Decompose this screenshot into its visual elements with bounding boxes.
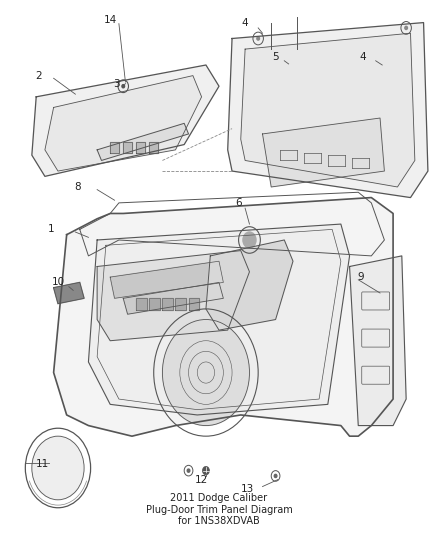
Polygon shape: [206, 240, 293, 330]
Polygon shape: [110, 142, 119, 152]
Polygon shape: [162, 298, 173, 310]
Circle shape: [405, 26, 407, 29]
Polygon shape: [350, 256, 406, 425]
Polygon shape: [262, 118, 385, 187]
Text: 3: 3: [113, 78, 120, 88]
Polygon shape: [149, 142, 158, 152]
Circle shape: [162, 319, 250, 425]
Polygon shape: [188, 298, 199, 310]
Text: 12: 12: [195, 475, 208, 484]
Text: 6: 6: [235, 198, 242, 208]
Circle shape: [202, 466, 209, 475]
Polygon shape: [88, 224, 350, 415]
Text: 2: 2: [35, 70, 42, 80]
Polygon shape: [241, 33, 415, 187]
Circle shape: [187, 469, 190, 472]
Text: 11: 11: [36, 459, 49, 469]
Polygon shape: [123, 282, 223, 314]
Polygon shape: [228, 22, 428, 198]
Circle shape: [243, 232, 256, 248]
Text: 9: 9: [357, 272, 364, 282]
Text: 4: 4: [242, 18, 248, 28]
Circle shape: [122, 85, 124, 88]
Polygon shape: [45, 76, 201, 171]
Circle shape: [274, 474, 277, 478]
Polygon shape: [32, 65, 219, 176]
Circle shape: [257, 37, 259, 40]
Text: 14: 14: [103, 15, 117, 25]
Polygon shape: [123, 142, 132, 152]
Polygon shape: [53, 198, 393, 436]
Polygon shape: [136, 298, 147, 310]
Polygon shape: [176, 298, 186, 310]
Text: 8: 8: [74, 182, 81, 192]
Polygon shape: [97, 123, 188, 160]
Polygon shape: [149, 298, 160, 310]
Circle shape: [32, 436, 84, 500]
Polygon shape: [97, 251, 250, 341]
Text: 1: 1: [48, 224, 55, 235]
Polygon shape: [53, 282, 84, 304]
Polygon shape: [110, 261, 223, 298]
Text: 10: 10: [51, 277, 64, 287]
Text: 5: 5: [272, 52, 279, 62]
Text: 13: 13: [240, 484, 254, 494]
Text: 2011 Dodge Caliber
Plug-Door Trim Panel Diagram
for 1NS38XDVAB: 2011 Dodge Caliber Plug-Door Trim Panel …: [145, 493, 293, 526]
Polygon shape: [136, 142, 145, 152]
Text: 4: 4: [359, 52, 366, 62]
